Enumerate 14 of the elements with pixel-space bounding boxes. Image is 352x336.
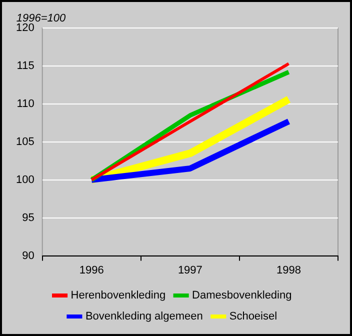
y-tick-label: 105 [16, 136, 34, 148]
x-tick-label: 1996 [79, 264, 104, 276]
y-tick-label: 115 [16, 60, 34, 72]
y-tick-label: 110 [16, 98, 34, 110]
y-tick-label: 100 [16, 174, 34, 186]
y-tick-label: 120 [16, 22, 34, 34]
legend-label: Herenbovenkleding [70, 290, 166, 302]
legend-label: Damesbovenkleding [192, 290, 292, 302]
x-tick-label: 1998 [276, 264, 301, 276]
x-tick-label: 1997 [178, 264, 202, 276]
y-tick-label: 95 [22, 212, 34, 224]
legend-label: Bovenkleding algemeen [85, 310, 203, 323]
legend-label: Schoeisel [229, 310, 278, 323]
y-tick-label: 90 [22, 250, 34, 262]
